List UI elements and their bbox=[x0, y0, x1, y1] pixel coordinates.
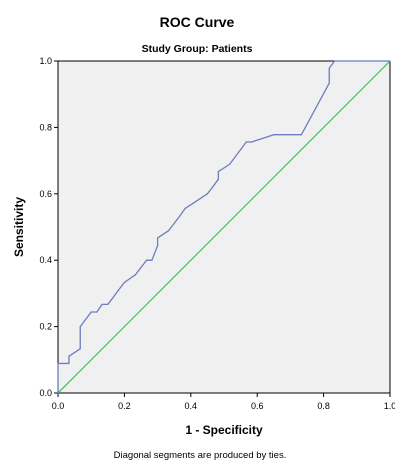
roc-point bbox=[107, 303, 109, 305]
roc-point bbox=[79, 326, 81, 328]
roc-point bbox=[167, 230, 170, 232]
roc-point bbox=[57, 392, 59, 394]
roc-point bbox=[68, 362, 70, 365]
roc-point bbox=[112, 296, 115, 298]
roc-point bbox=[146, 259, 148, 261]
x-tick-label: 0.8 bbox=[317, 401, 330, 411]
roc-point bbox=[90, 311, 92, 313]
roc-point bbox=[195, 200, 198, 202]
x-tick-label: 0.0 bbox=[52, 401, 65, 411]
roc-point bbox=[173, 222, 175, 224]
y-axis-label: Sensitivity bbox=[12, 197, 26, 257]
roc-point bbox=[96, 311, 98, 313]
roc-point bbox=[250, 141, 253, 143]
x-tick-label: 1.0 bbox=[384, 401, 395, 411]
x-tick-label: 0.2 bbox=[118, 401, 131, 411]
footnote: Diagonal segments are produced by ties. bbox=[114, 450, 287, 461]
roc-point bbox=[118, 289, 120, 291]
x-axis-label: 1 - Specificity bbox=[185, 423, 263, 437]
roc-point bbox=[328, 67, 330, 69]
roc-point bbox=[101, 303, 103, 305]
roc-point bbox=[245, 141, 247, 143]
chart-title: ROC Curve bbox=[160, 14, 235, 30]
axis-ticks bbox=[54, 60, 391, 397]
roc-point bbox=[389, 60, 391, 62]
y-tick-label: 0.6 bbox=[39, 189, 52, 199]
roc-point bbox=[157, 244, 159, 247]
roc-point bbox=[217, 170, 219, 173]
roc-point bbox=[79, 348, 81, 350]
y-tick-label: 0.4 bbox=[39, 255, 52, 265]
roc-point bbox=[179, 215, 181, 217]
roc-point bbox=[140, 266, 142, 269]
roc-point bbox=[273, 134, 275, 136]
chart-subtitle: Study Group: Patients bbox=[142, 43, 253, 55]
roc-point bbox=[229, 163, 231, 165]
roc-point bbox=[157, 237, 159, 239]
roc-point bbox=[184, 207, 186, 210]
roc-point bbox=[68, 355, 70, 357]
y-tick-labels: 0.0 0.2 0.4 0.6 0.8 1.0 bbox=[39, 56, 52, 398]
roc-point bbox=[134, 274, 136, 276]
reference-diagonal-line bbox=[57, 60, 391, 394]
roc-point bbox=[151, 259, 153, 261]
roc-point bbox=[328, 82, 330, 84]
roc-curve-points bbox=[57, 60, 391, 394]
roc-point bbox=[206, 193, 208, 195]
roc-point bbox=[300, 134, 302, 136]
y-tick-label: 0.2 bbox=[39, 322, 52, 332]
roc-point bbox=[217, 178, 219, 180]
roc-point bbox=[57, 362, 59, 365]
x-tick-label: 0.4 bbox=[185, 401, 198, 411]
x-tick-label: 0.6 bbox=[251, 401, 264, 411]
roc-point bbox=[333, 60, 336, 62]
roc-point bbox=[212, 185, 214, 188]
roc-curve-line bbox=[57, 60, 390, 393]
roc-point bbox=[240, 149, 242, 151]
y-tick-label: 0.0 bbox=[39, 388, 52, 398]
roc-point bbox=[123, 281, 125, 284]
y-tick-label: 1.0 bbox=[39, 56, 52, 66]
y-tick-label: 0.8 bbox=[39, 122, 52, 132]
x-tick-labels: 0.0 0.2 0.4 0.6 0.8 1.0 bbox=[52, 401, 395, 411]
